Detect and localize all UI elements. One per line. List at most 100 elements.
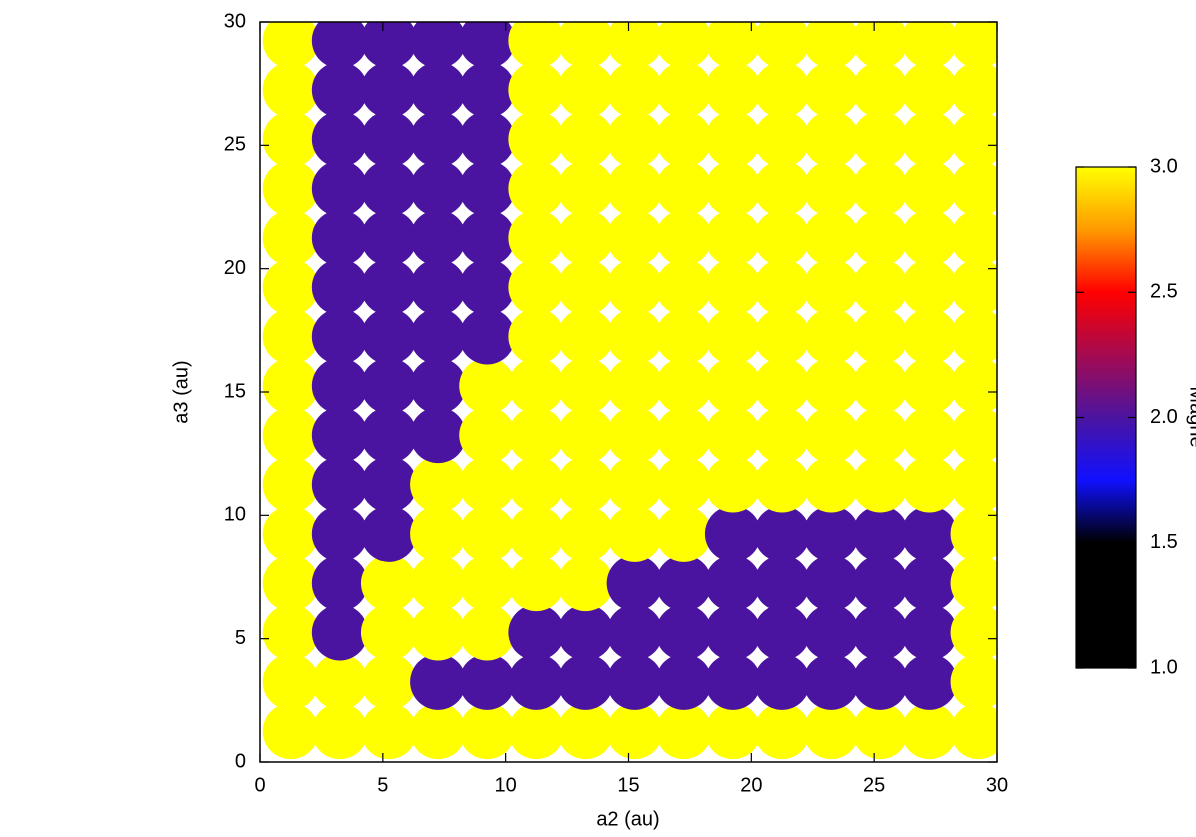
scatter-point: [262, 505, 319, 562]
scatter-point: [262, 604, 319, 661]
scatter-point: [311, 505, 368, 562]
scatter-point: [557, 653, 614, 710]
scatter-point: [803, 259, 860, 316]
x-tick-label: 25: [863, 774, 885, 796]
scatter-point: [852, 259, 909, 316]
scatter-point: [459, 456, 516, 513]
scatter-point: [360, 111, 417, 168]
scatter-point: [852, 456, 909, 513]
scatter-point: [704, 407, 761, 464]
scatter-point: [901, 407, 958, 464]
scatter-point: [704, 357, 761, 414]
scatter-point: [655, 555, 712, 612]
scatter-point: [606, 209, 663, 266]
scatter-point: [606, 456, 663, 513]
scatter-point: [557, 555, 614, 612]
scatter-point: [901, 160, 958, 217]
scatter-point: [508, 160, 565, 217]
scatter-point: [410, 604, 467, 661]
colorbar-tick-label: 1.5: [1150, 531, 1178, 553]
colorbar-tick-label: 1.0: [1150, 656, 1178, 678]
scatter-point: [508, 111, 565, 168]
scatter-point: [262, 357, 319, 414]
scatter-point: [950, 407, 997, 464]
scatter-point: [950, 555, 997, 612]
scatter-point: [410, 456, 467, 513]
scatter-point: [508, 259, 565, 316]
scatter-point: [557, 209, 614, 266]
scatter-point: [262, 259, 319, 316]
scatter-point: [360, 407, 417, 464]
scatter-point: [508, 456, 565, 513]
scatter-point: [360, 160, 417, 217]
scatter-point: [508, 505, 565, 562]
scatter-point: [754, 555, 811, 612]
scatter-point: [704, 653, 761, 710]
y-tick-label: 5: [235, 627, 246, 649]
colorbar-tick-label: 2.0: [1150, 406, 1178, 428]
scatter-point: [754, 357, 811, 414]
scatter-point: [655, 407, 712, 464]
scatter-point: [311, 555, 368, 612]
scatter-point: [262, 555, 319, 612]
scatter-point: [655, 160, 712, 217]
scatter-point: [606, 259, 663, 316]
scatter-point: [852, 555, 909, 612]
scatter-point: [508, 604, 565, 661]
scatter-point: [704, 111, 761, 168]
scatter-point: [754, 160, 811, 217]
scatter-point: [508, 653, 565, 710]
scatter-point: [852, 357, 909, 414]
scatter-point: [508, 22, 565, 69]
scatter-point: [459, 555, 516, 612]
scatter-point: [360, 61, 417, 118]
x-tick-label: 5: [377, 774, 388, 796]
scatter-point: [557, 160, 614, 217]
scatter-point: [410, 209, 467, 266]
scatter-point: [311, 357, 368, 414]
scatter-point: [410, 407, 467, 464]
scatter-point: [803, 703, 860, 760]
scatter-point: [311, 456, 368, 513]
scatter-point: [360, 604, 417, 661]
scatter-point: [410, 505, 467, 562]
scatter-point: [754, 703, 811, 760]
x-tick-label: 15: [617, 774, 639, 796]
scatter-point: [704, 209, 761, 266]
scatter-point: [852, 653, 909, 710]
scatter-point: [459, 308, 516, 365]
scatter-point: [557, 407, 614, 464]
scatter-point: [950, 456, 997, 513]
colorbar-label: Magne: [1186, 386, 1196, 447]
scatter-point: [901, 111, 958, 168]
scatter-point: [459, 604, 516, 661]
scatter-point: [901, 22, 958, 69]
scatter-point: [410, 703, 467, 760]
scatter-point: [508, 357, 565, 414]
scatter-point: [311, 22, 368, 69]
scatter-point: [655, 61, 712, 118]
scatter-point: [704, 61, 761, 118]
x-tick-label: 20: [740, 774, 762, 796]
scatter-point: [754, 259, 811, 316]
scatter-point: [950, 259, 997, 316]
scatter-point: [311, 111, 368, 168]
scatter-point: [704, 555, 761, 612]
colorbar-tick-label: 2.5: [1150, 281, 1178, 303]
scatter-point: [901, 505, 958, 562]
scatter-point: [901, 456, 958, 513]
scatter-point: [360, 259, 417, 316]
scatter-point: [606, 111, 663, 168]
scatter-point: [950, 653, 997, 710]
scatter-point: [311, 209, 368, 266]
scatter-point: [655, 22, 712, 69]
scatter-point: [360, 209, 417, 266]
scatter-point: [262, 61, 319, 118]
scatter-point: [262, 160, 319, 217]
scatter-point: [360, 22, 417, 69]
scatter-point: [557, 604, 614, 661]
scatter-point: [459, 111, 516, 168]
scatter-point: [852, 407, 909, 464]
